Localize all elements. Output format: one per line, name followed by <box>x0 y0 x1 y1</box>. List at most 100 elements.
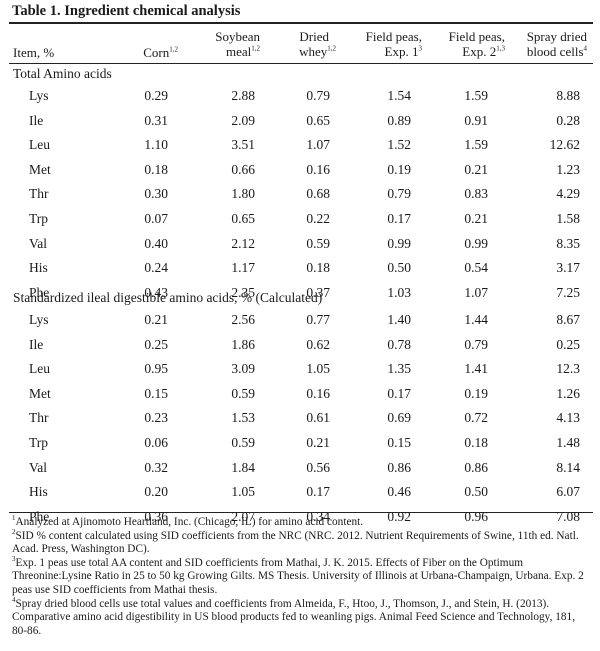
header-item: Item, % <box>13 45 55 60</box>
cell-dried-whey: 0.68 <box>306 186 330 202</box>
cell-dried-whey: 0.56 <box>306 459 330 475</box>
cell-field-peas-exp2: 0.79 <box>464 336 488 352</box>
row-item-label: Ile <box>29 336 44 352</box>
cell-field-peas-exp1: 0.69 <box>387 410 411 426</box>
table-row: Met 0.18 0.66 0.16 0.19 0.21 1.23 <box>0 162 600 186</box>
cell-corn: 0.24 <box>144 260 168 276</box>
cell-field-peas-exp1: 1.40 <box>387 312 411 327</box>
header-rule <box>9 63 593 64</box>
cell-field-peas-exp1: 1.35 <box>387 361 411 377</box>
table-row: Trp 0.07 0.65 0.22 0.17 0.21 1.58 <box>0 211 600 235</box>
cell-spray-dried-blood-cells: 8.67 <box>556 312 580 327</box>
cell-spray-dried-blood-cells: 8.14 <box>556 459 580 475</box>
cell-soybean-meal: 2.56 <box>231 312 255 327</box>
table-row: Met 0.15 0.59 0.16 0.17 0.19 1.26 <box>0 386 600 410</box>
cell-field-peas-exp1: 0.46 <box>387 484 411 500</box>
cell-corn: 0.29 <box>144 88 168 103</box>
cell-soybean-meal: 0.59 <box>231 435 255 450</box>
cell-field-peas-exp2: 0.91 <box>464 112 488 128</box>
cell-dried-whey: 0.16 <box>306 385 330 401</box>
table-row: His 0.24 1.17 0.18 0.50 0.54 3.17 <box>0 260 600 284</box>
table-row: Trp 0.06 0.59 0.21 0.15 0.18 1.48 <box>0 435 600 459</box>
cell-soybean-meal: 2.88 <box>231 88 255 103</box>
top-rule <box>9 22 593 24</box>
cell-spray-dried-blood-cells: 1.58 <box>556 211 580 226</box>
cell-dried-whey: 1.05 <box>306 361 330 377</box>
footnote-4: 4Spray dried blood cells use total value… <box>12 595 576 637</box>
header-dried-whey: Dried whey1,2 <box>299 29 336 59</box>
cell-dried-whey: 0.18 <box>306 260 330 276</box>
cell-corn: 0.23 <box>144 410 168 426</box>
header-soybean-meal: Soybean meal1,2 <box>215 29 260 59</box>
cell-spray-dried-blood-cells: 6.07 <box>556 484 580 500</box>
cell-dried-whey: 0.62 <box>306 336 330 352</box>
cell-dried-whey: 0.37 <box>306 284 330 300</box>
cell-spray-dried-blood-cells: 1.26 <box>556 385 580 401</box>
cell-field-peas-exp2: 0.54 <box>464 260 488 276</box>
cell-field-peas-exp2: 0.50 <box>464 484 488 500</box>
cell-dried-whey: 0.79 <box>306 88 330 103</box>
cell-spray-dried-blood-cells: 12.62 <box>549 137 580 153</box>
cell-soybean-meal: 1.17 <box>231 260 255 276</box>
cell-spray-dried-blood-cells: 4.13 <box>556 410 580 426</box>
row-item-label: Phe <box>29 284 50 300</box>
cell-corn: 0.95 <box>144 361 168 377</box>
cell-corn: 0.25 <box>144 336 168 352</box>
cell-corn: 0.43 <box>144 284 168 300</box>
cell-dried-whey: 1.07 <box>306 137 330 153</box>
cell-corn: 0.21 <box>144 312 168 327</box>
table-title: Table 1. Ingredient chemical analysis <box>12 3 241 19</box>
cell-soybean-meal: 0.59 <box>231 385 255 401</box>
cell-field-peas-exp1: 0.89 <box>387 112 411 128</box>
cell-corn: 0.30 <box>144 186 168 202</box>
footnote-1: 1Analyzed at Ajinomoto Heartland, Inc. (… <box>12 514 364 528</box>
table-row: Ile 0.31 2.09 0.65 0.89 0.91 0.28 <box>0 113 600 137</box>
cell-field-peas-exp2: 0.86 <box>464 459 488 475</box>
table-row: Leu 0.95 3.09 1.05 1.35 1.41 12.3 <box>0 361 600 385</box>
cell-spray-dried-blood-cells: 12.3 <box>556 361 580 377</box>
footnotes: 1Analyzed at Ajinomoto Heartland, Inc. (… <box>12 514 590 638</box>
cell-soybean-meal: 2.12 <box>231 235 255 251</box>
row-item-label: Met <box>29 161 51 177</box>
cell-field-peas-exp1: 0.17 <box>387 385 411 401</box>
row-item-label: Trp <box>29 211 49 226</box>
cell-corn: 0.32 <box>144 459 168 475</box>
table-row: Val 0.40 2.12 0.59 0.99 0.99 8.35 <box>0 236 600 260</box>
row-item-label: Thr <box>29 186 49 202</box>
table-row: Lys 0.21 2.56 0.77 1.40 1.44 8.67 <box>0 312 600 336</box>
cell-field-peas-exp1: 0.79 <box>387 186 411 202</box>
cell-spray-dried-blood-cells: 0.28 <box>556 112 580 128</box>
cell-field-peas-exp1: 0.86 <box>387 459 411 475</box>
cell-soybean-meal: 1.84 <box>231 459 255 475</box>
cell-field-peas-exp2: 0.99 <box>464 235 488 251</box>
row-item-label: Leu <box>29 137 50 153</box>
cell-spray-dried-blood-cells: 3.17 <box>556 260 580 276</box>
cell-spray-dried-blood-cells: 7.25 <box>556 284 580 300</box>
cell-field-peas-exp1: 0.99 <box>387 235 411 251</box>
cell-field-peas-exp2: 0.21 <box>464 161 488 177</box>
cell-field-peas-exp1: 1.54 <box>387 88 411 103</box>
cell-soybean-meal: 2.09 <box>231 112 255 128</box>
cell-soybean-meal: 3.51 <box>231 137 255 153</box>
cell-corn: 0.07 <box>144 211 168 226</box>
cell-field-peas-exp2: 1.59 <box>464 88 488 103</box>
row-item-label: Lys <box>29 312 49 327</box>
row-item-label: Leu <box>29 361 50 377</box>
cell-spray-dried-blood-cells: 4.29 <box>556 186 580 202</box>
cell-soybean-meal: 3.09 <box>231 361 255 377</box>
cell-dried-whey: 0.21 <box>306 435 330 450</box>
cell-soybean-meal: 1.86 <box>231 336 255 352</box>
bottom-rule <box>9 512 593 513</box>
cell-dried-whey: 0.16 <box>306 161 330 177</box>
header-spray-dried-blood-cells: Spray dried blood cells4 <box>526 29 587 59</box>
cell-field-peas-exp2: 1.41 <box>464 361 488 377</box>
cell-corn: 0.18 <box>144 161 168 177</box>
row-item-label: His <box>29 260 48 276</box>
cell-field-peas-exp2: 0.72 <box>464 410 488 426</box>
row-item-label: Ile <box>29 112 44 128</box>
cell-field-peas-exp2: 0.18 <box>464 435 488 450</box>
cell-soybean-meal: 1.53 <box>231 410 255 426</box>
section-label-total: Total Amino acids <box>13 66 112 81</box>
table-row: Thr 0.23 1.53 0.61 0.69 0.72 4.13 <box>0 410 600 434</box>
cell-corn: 1.10 <box>144 137 168 153</box>
